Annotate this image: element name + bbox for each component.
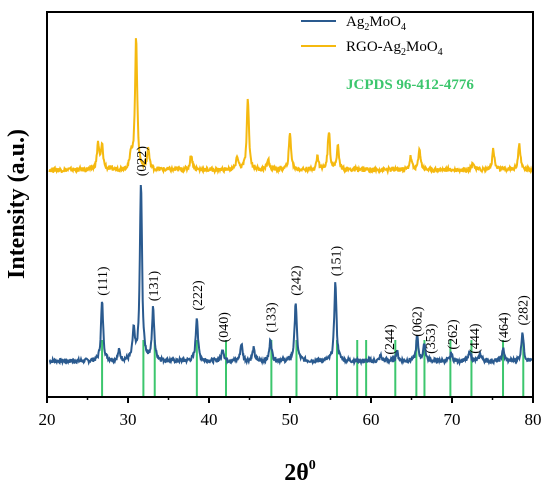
peak-label: (282) xyxy=(517,295,532,326)
peak-label: (262) xyxy=(446,319,461,350)
x-tick-label: 20 xyxy=(39,410,56,429)
peak-label: (022) xyxy=(135,146,150,177)
legend-label-jcpds: JCPDS 96-412-4776 xyxy=(346,77,474,93)
peak-label: (151) xyxy=(329,246,344,277)
x-tick-label: 40 xyxy=(201,410,218,429)
peak-label: (353) xyxy=(424,323,439,354)
peak-label: (111) xyxy=(96,266,111,296)
peak-label: (464) xyxy=(497,312,512,343)
x-tick-label: 70 xyxy=(444,410,461,429)
x-tick-label: 80 xyxy=(525,410,542,429)
x-tick-label: 60 xyxy=(363,410,380,429)
legend-label-ag2moo4: Ag2MoO4 xyxy=(346,14,406,33)
peak-label: (242) xyxy=(290,265,305,296)
series-line-ag2moo4 xyxy=(48,184,533,367)
series-line-rgo-ag2moo4 xyxy=(48,38,533,176)
legend-label-rgo-ag2moo4: RGO-Ag2MoO4 xyxy=(346,39,443,58)
series-lines xyxy=(48,38,533,367)
peak-label: (133) xyxy=(265,302,280,333)
y-axis-title: Intensity (a.u.) xyxy=(4,129,30,279)
peak-label: (244) xyxy=(383,324,398,355)
x-axis-title: 2θ0 xyxy=(284,458,316,486)
peak-label: (040) xyxy=(217,312,232,343)
x-tick-label: 30 xyxy=(120,410,137,429)
x-tick-label: 50 xyxy=(282,410,299,429)
peak-label: (131) xyxy=(147,271,162,302)
peak-label: (444) xyxy=(468,323,483,354)
x-axis-ticks: 20 30 40 50 60 70 80 xyxy=(39,397,542,429)
legend: Ag2MoO4 RGO-Ag2MoO4 JCPDS 96-412-4776 xyxy=(301,14,474,93)
peak-label: (062) xyxy=(410,306,425,337)
peak-label: (222) xyxy=(191,280,206,311)
peak-labels: (111) (022) (131) (222) (040) (133) (242) (151)… xyxy=(96,146,531,355)
